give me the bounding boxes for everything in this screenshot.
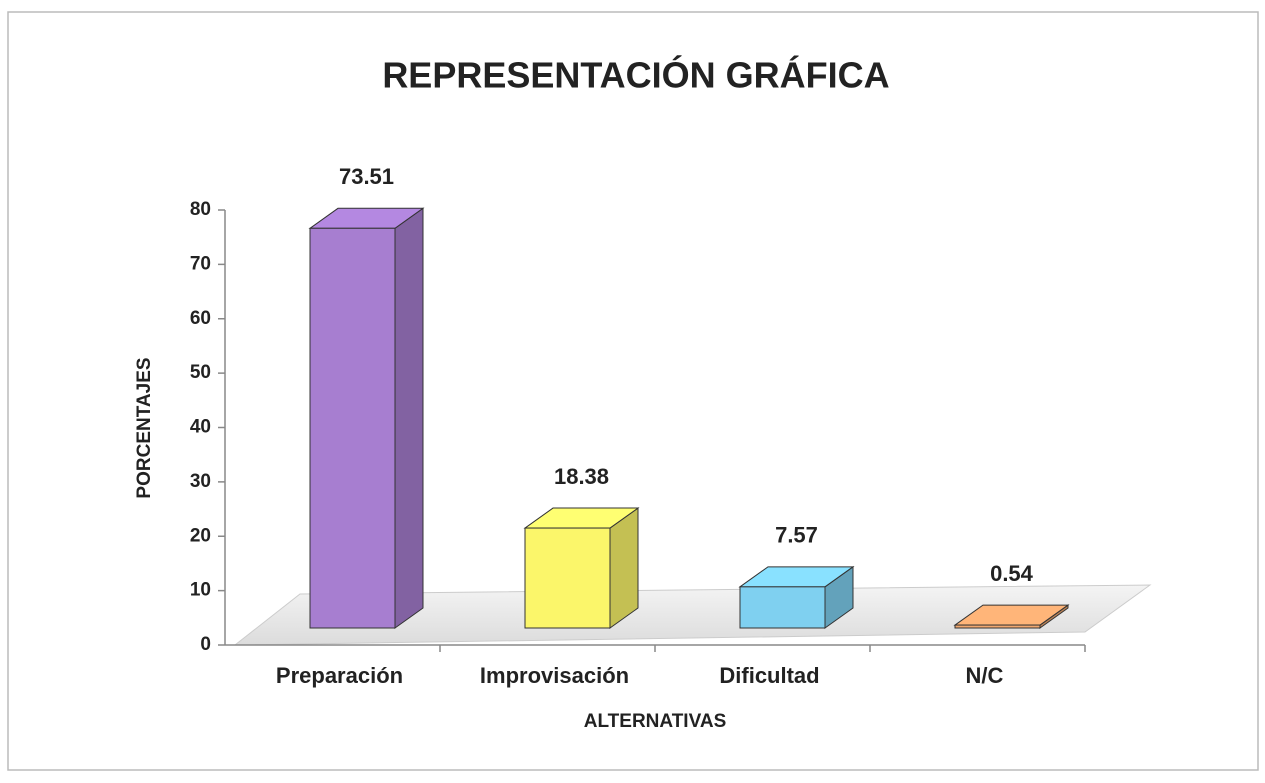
bar xyxy=(739,586,826,629)
y-tick-label: 60 xyxy=(190,308,211,329)
y-tick-label: 50 xyxy=(190,362,211,383)
chart-frame xyxy=(7,11,1259,771)
x-axis-label: ALTERNATIVAS xyxy=(584,711,727,732)
bar xyxy=(524,527,611,629)
bar xyxy=(954,624,1041,629)
y-axis-label: PORCENTAJES xyxy=(134,357,155,498)
data-label: 73.51 xyxy=(339,164,394,189)
y-tick-label: 40 xyxy=(190,417,211,438)
y-tick-label: 80 xyxy=(190,199,211,220)
x-tick-label: Dificultad xyxy=(719,663,819,688)
floor xyxy=(233,584,1152,646)
y-tick-label: 70 xyxy=(190,253,211,274)
y-tick-label: 10 xyxy=(190,580,211,601)
data-label: 7.57 xyxy=(775,523,818,548)
x-tick-label: Improvisación xyxy=(480,663,629,688)
y-tick-label: 30 xyxy=(190,471,211,492)
chart-title: REPRESENTACIÓN GRÁFICA xyxy=(382,54,889,96)
bar-side xyxy=(609,507,639,629)
x-tick-label: N/C xyxy=(966,663,1004,688)
data-label: 18.38 xyxy=(554,464,609,489)
data-label: 0.54 xyxy=(990,561,1034,586)
y-tick-label: 20 xyxy=(190,525,211,546)
bar xyxy=(309,227,396,629)
x-tick-label: Preparación xyxy=(276,663,403,688)
y-tick-label: 0 xyxy=(200,634,211,655)
bar-side xyxy=(394,207,424,629)
